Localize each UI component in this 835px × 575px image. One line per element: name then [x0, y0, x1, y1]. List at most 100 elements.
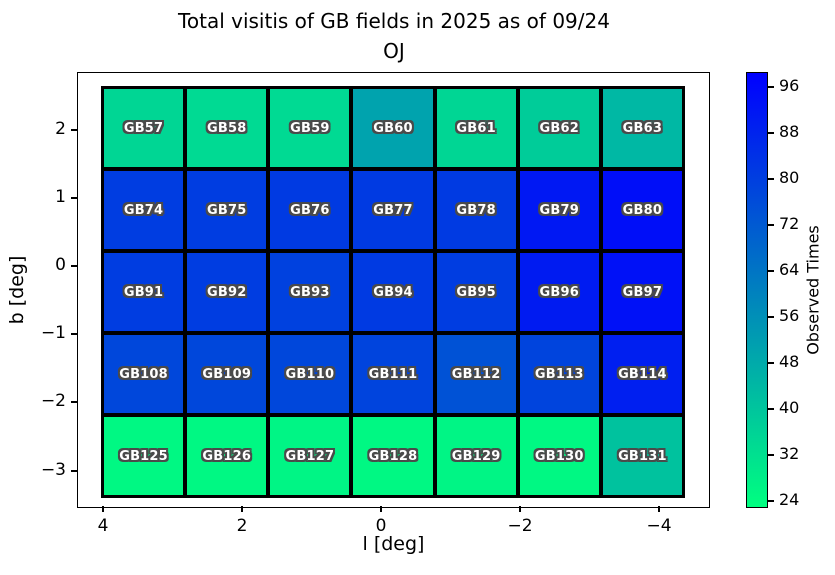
heatmap-cell-GB58: GB58: [187, 89, 267, 167]
colorbar-label: Observed Times: [803, 225, 823, 355]
heatmap-cell-GB95: GB95: [436, 253, 516, 331]
y-tick-mark: [70, 401, 77, 403]
heatmap-cell-label: GB129: [451, 448, 501, 464]
heatmap-cell-label: GB74: [123, 202, 164, 218]
colorbar-tick-label: 88: [779, 122, 800, 141]
colorbar-tick-mark: [768, 500, 774, 502]
x-tick-mark: [241, 506, 243, 512]
heatmap-cell-label: GB95: [456, 284, 496, 300]
heatmap-cell-label: GB63: [622, 120, 663, 136]
colorbar-tick-label: 72: [779, 214, 800, 233]
chart-title: Total visitis of GB fields in 2025 as of…: [178, 9, 610, 33]
x-tick-mark: [519, 506, 521, 512]
heatmap-cell-label: GB128: [368, 448, 418, 464]
y-tick-label: 1: [55, 187, 66, 207]
heatmap-cell-label: GB77: [373, 202, 413, 218]
heatmap-cell-label: GB112: [451, 366, 501, 382]
heatmap-cell-GB60: GB60: [353, 89, 433, 167]
heatmap-cell-GB61: GB61: [436, 89, 516, 167]
heatmap-cell-GB125: GB125: [104, 417, 184, 495]
colorbar-tick-mark: [768, 132, 774, 134]
heatmap-cell-GB59: GB59: [270, 89, 350, 167]
heatmap-cell-label: GB78: [456, 202, 496, 218]
heatmap-grid: GB57 GB58 GB59 GB60 GB61 GB62 GB63 GB74 GB75 GB76…: [101, 86, 685, 498]
heatmap-cell-GB75: GB75: [187, 171, 267, 249]
heatmap-cell-GB92: GB92: [187, 253, 267, 331]
colorbar-tick-mark: [768, 316, 774, 318]
colorbar-tick-mark: [768, 224, 774, 226]
heatmap-cell-label: GB62: [539, 120, 580, 136]
heatmap-cell-label: GB113: [534, 366, 584, 382]
heatmap-cell-GB130: GB130: [519, 417, 599, 495]
heatmap-cell-GB128: GB128: [353, 417, 433, 495]
heatmap-cell-GB62: GB62: [519, 89, 599, 167]
colorbar-tick-mark: [768, 408, 774, 410]
heatmap-cell-label: GB125: [119, 448, 168, 464]
heatmap-cell-label: GB131: [618, 448, 667, 464]
x-tick-label: −4: [646, 516, 672, 536]
heatmap-cell-GB57: GB57: [104, 89, 184, 167]
heatmap-cell-label: GB114: [618, 366, 667, 382]
heatmap-cell-label: GB97: [622, 284, 663, 300]
colorbar-tick-mark: [768, 270, 774, 272]
heatmap-cell-GB78: GB78: [436, 171, 516, 249]
colorbar-tick-label: 40: [779, 398, 800, 417]
y-tick-label: −3: [40, 460, 66, 480]
x-tick-label: 0: [375, 516, 387, 536]
colorbar-tick-label: 32: [779, 444, 800, 463]
x-tick-mark: [102, 506, 104, 512]
colorbar-tick-label: 64: [779, 260, 800, 279]
y-tick-mark: [70, 129, 77, 131]
colorbar-tick-mark: [768, 362, 774, 364]
heatmap-cell-label: GB58: [206, 120, 247, 136]
heatmap-cell-GB127: GB127: [270, 417, 350, 495]
heatmap-cell-GB77: GB77: [353, 171, 433, 249]
y-tick-mark: [70, 197, 77, 199]
heatmap-cell-GB97: GB97: [602, 253, 682, 331]
heatmap-cell-GB94: GB94: [353, 253, 433, 331]
heatmap-cell-GB113: GB113: [519, 335, 599, 413]
colorbar: [746, 72, 768, 508]
x-tick-mark: [380, 506, 382, 512]
plot-area: GB57 GB58 GB59 GB60 GB61 GB62 GB63 GB74 GB75 GB76…: [41, 72, 710, 536]
chart-subtitle: OJ: [383, 39, 405, 63]
heatmap-cell-label: GB110: [285, 366, 335, 382]
heatmap-cell-GB76: GB76: [270, 171, 350, 249]
heatmap-cell-GB79: GB79: [519, 171, 599, 249]
y-tick-label: 0: [55, 255, 66, 275]
heatmap-cell-label: GB126: [202, 448, 252, 464]
heatmap-cell-label: GB127: [285, 448, 335, 464]
heatmap-cell-label: GB93: [290, 284, 330, 300]
heatmap-cell-label: GB57: [123, 120, 164, 136]
heatmap-cell-GB109: GB109: [187, 335, 267, 413]
heatmap-cell-GB112: GB112: [436, 335, 516, 413]
heatmap-cell-label: GB80: [622, 202, 663, 218]
x-tick-label: 2: [236, 516, 248, 536]
heatmap-cell-GB63: GB63: [602, 89, 682, 167]
heatmap-cell-GB131: GB131: [602, 417, 682, 495]
y-tick-mark: [70, 470, 77, 472]
colorbar-tick-mark: [768, 178, 774, 180]
heatmap-cell-label: GB92: [206, 284, 247, 300]
heatmap-cell-GB129: GB129: [436, 417, 516, 495]
heatmap-cell-label: GB130: [534, 448, 584, 464]
heatmap-cell-GB110: GB110: [270, 335, 350, 413]
y-tick-label: −1: [40, 323, 66, 343]
chart-title-block: Total visitis of GB fields in 2025 as of…: [70, 6, 718, 66]
y-tick-label: 2: [55, 119, 66, 139]
heatmap-cell-GB114: GB114: [602, 335, 682, 413]
heatmap-cell-GB111: GB111: [353, 335, 433, 413]
y-tick-mark: [70, 333, 77, 335]
colorbar-tick-mark: [768, 454, 774, 456]
heatmap-cell-label: GB61: [456, 120, 496, 136]
colorbar-tick-label: 80: [779, 168, 800, 187]
colorbar-tick-label: 56: [779, 306, 800, 325]
y-tick-label: −2: [40, 391, 66, 411]
heatmap-cell-GB91: GB91: [104, 253, 184, 331]
heatmap-cell-GB93: GB93: [270, 253, 350, 331]
x-tick-label: 4: [97, 516, 109, 536]
heatmap-cell-label: GB94: [373, 284, 413, 300]
heatmap-cell-GB108: GB108: [104, 335, 184, 413]
heatmap-cell-GB96: GB96: [519, 253, 599, 331]
